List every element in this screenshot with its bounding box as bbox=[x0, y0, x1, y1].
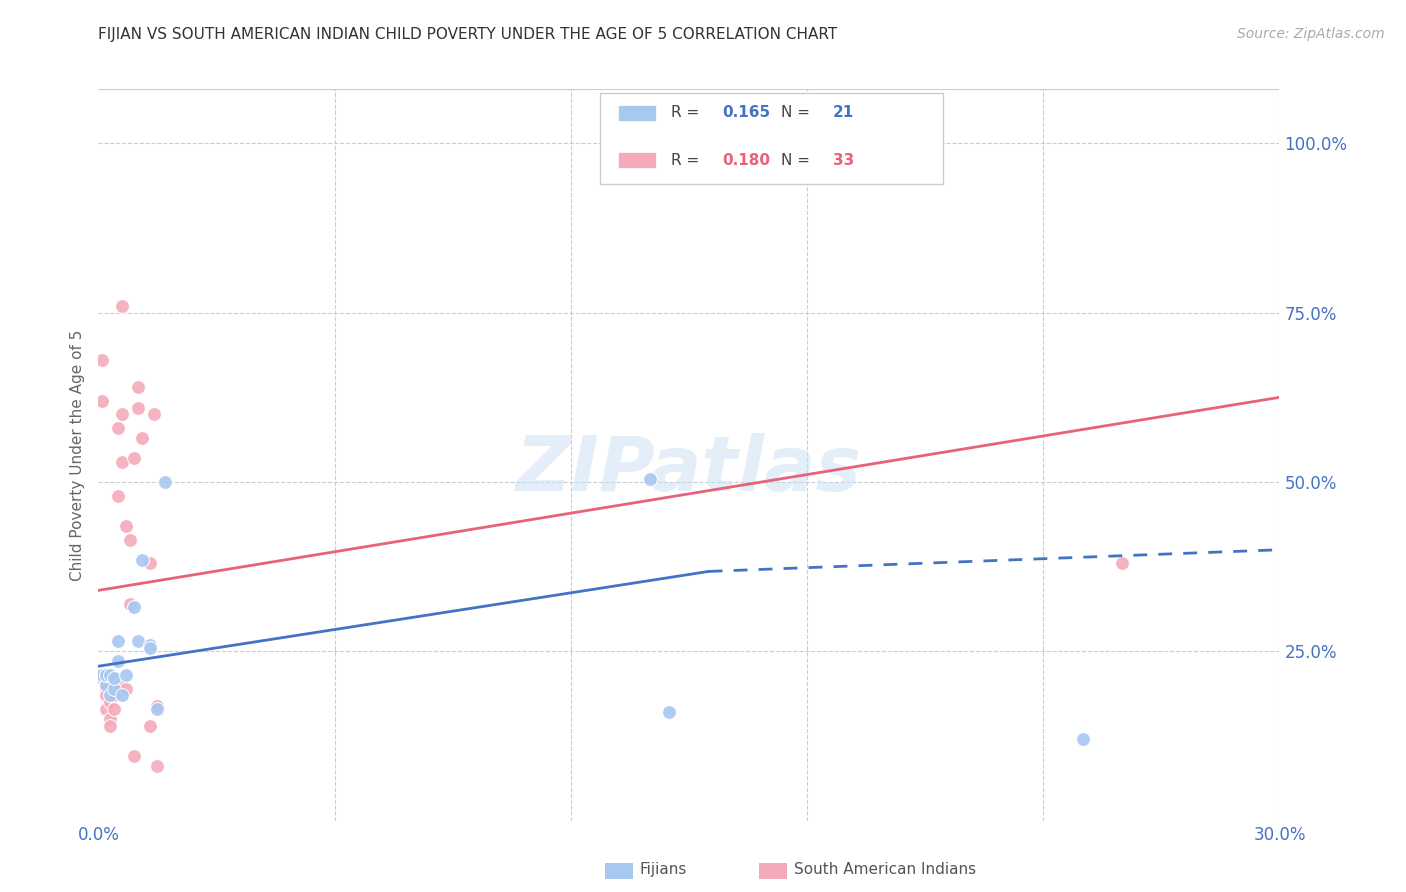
Point bbox=[98, 719, 121, 733]
Point bbox=[115, 668, 138, 682]
Text: Fijians: Fijians bbox=[640, 863, 688, 877]
Point bbox=[103, 672, 125, 686]
Point bbox=[122, 600, 145, 615]
Point bbox=[111, 455, 134, 469]
Text: N =: N = bbox=[782, 153, 815, 168]
FancyBboxPatch shape bbox=[619, 153, 655, 169]
Point bbox=[96, 668, 118, 682]
Point bbox=[111, 299, 134, 313]
Text: R =: R = bbox=[671, 153, 704, 168]
Text: 33: 33 bbox=[832, 153, 855, 168]
Text: 21: 21 bbox=[832, 105, 855, 120]
Point bbox=[138, 719, 160, 733]
Point bbox=[127, 634, 149, 648]
Point bbox=[91, 353, 114, 368]
Point bbox=[115, 519, 138, 533]
Point bbox=[103, 702, 125, 716]
Point bbox=[122, 749, 145, 764]
Point bbox=[127, 380, 149, 394]
Point bbox=[98, 689, 121, 703]
Point bbox=[118, 533, 141, 547]
Point bbox=[107, 634, 129, 648]
Point bbox=[118, 597, 141, 611]
Point bbox=[107, 678, 129, 692]
Point bbox=[115, 681, 138, 696]
Text: 0.165: 0.165 bbox=[723, 105, 770, 120]
Point bbox=[107, 655, 129, 669]
Point bbox=[107, 489, 129, 503]
Point bbox=[658, 706, 681, 720]
Point bbox=[1111, 556, 1133, 570]
Point bbox=[96, 681, 118, 696]
Point bbox=[107, 421, 129, 435]
Point bbox=[131, 553, 153, 567]
Point bbox=[638, 472, 661, 486]
Point bbox=[138, 640, 160, 655]
Y-axis label: Child Poverty Under the Age of 5: Child Poverty Under the Age of 5 bbox=[70, 329, 86, 581]
Point bbox=[131, 431, 153, 445]
Point bbox=[91, 672, 114, 686]
Point bbox=[91, 668, 114, 682]
Point bbox=[146, 702, 169, 716]
Point bbox=[138, 638, 160, 652]
Text: South American Indians: South American Indians bbox=[794, 863, 977, 877]
Text: R =: R = bbox=[671, 105, 704, 120]
FancyBboxPatch shape bbox=[600, 93, 943, 185]
Text: ZIPatlas: ZIPatlas bbox=[516, 433, 862, 507]
Point bbox=[111, 407, 134, 421]
Text: 0.180: 0.180 bbox=[723, 153, 770, 168]
FancyBboxPatch shape bbox=[619, 104, 655, 120]
Point bbox=[98, 668, 121, 682]
Point bbox=[138, 556, 160, 570]
Text: N =: N = bbox=[782, 105, 815, 120]
Point bbox=[127, 401, 149, 415]
Point bbox=[103, 689, 125, 703]
Point bbox=[96, 678, 118, 692]
Point bbox=[146, 698, 169, 713]
Point bbox=[91, 393, 114, 408]
Text: FIJIAN VS SOUTH AMERICAN INDIAN CHILD POVERTY UNDER THE AGE OF 5 CORRELATION CHA: FIJIAN VS SOUTH AMERICAN INDIAN CHILD PO… bbox=[98, 27, 838, 42]
Point bbox=[155, 475, 177, 489]
Point bbox=[122, 451, 145, 466]
Point bbox=[98, 695, 121, 709]
Point bbox=[103, 681, 125, 696]
Point bbox=[111, 689, 134, 703]
Point bbox=[142, 407, 165, 421]
Point bbox=[1071, 732, 1094, 747]
Point bbox=[98, 712, 121, 726]
Point bbox=[96, 689, 118, 703]
Point bbox=[146, 759, 169, 773]
Text: Source: ZipAtlas.com: Source: ZipAtlas.com bbox=[1237, 27, 1385, 41]
Point bbox=[96, 678, 118, 692]
Point bbox=[96, 702, 118, 716]
